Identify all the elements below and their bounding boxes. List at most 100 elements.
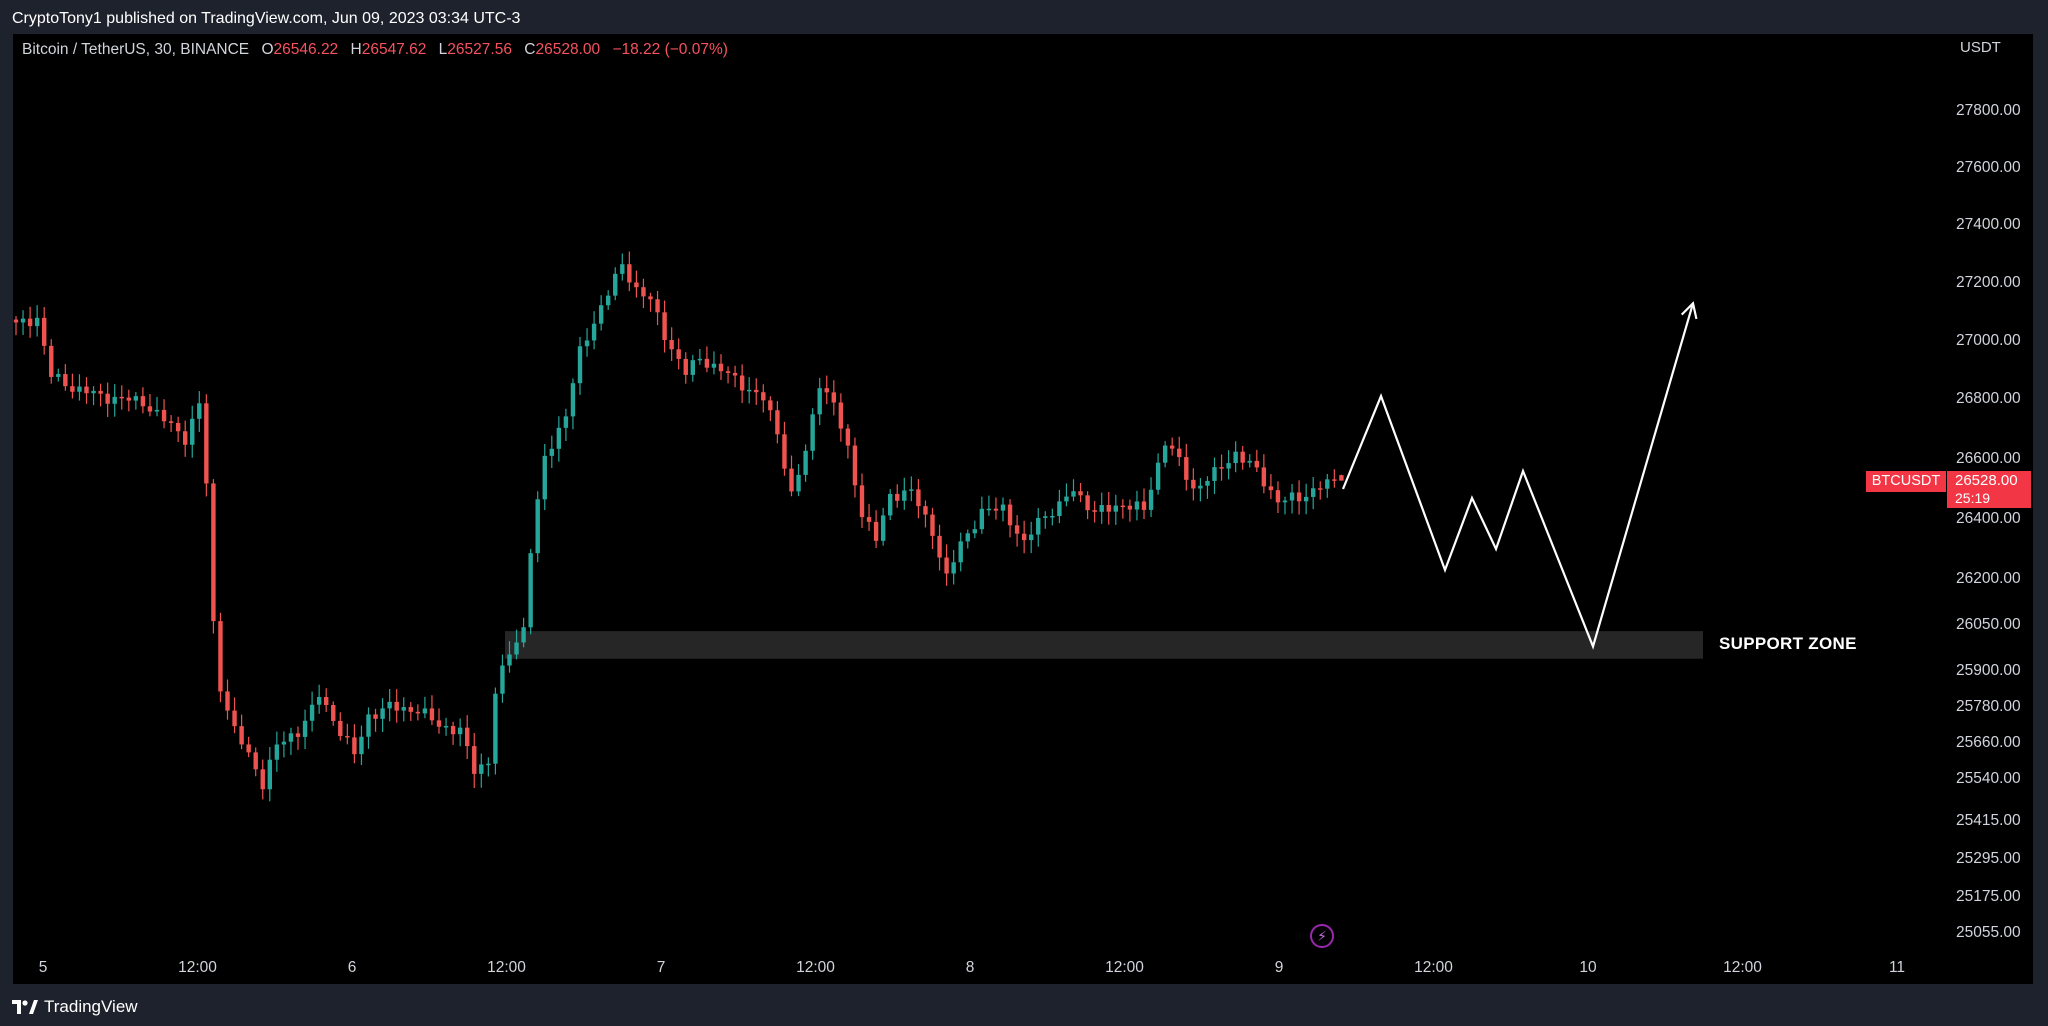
candle-body — [521, 627, 526, 643]
price-axis-unit: USDT — [1960, 39, 2001, 56]
candle-body — [1296, 492, 1302, 502]
candle-body — [831, 392, 836, 403]
candle — [648, 292, 653, 312]
candle-body — [606, 295, 611, 306]
candle — [1078, 482, 1083, 503]
candle — [923, 500, 928, 528]
candle-body — [27, 318, 33, 327]
candle — [331, 701, 336, 726]
candle-body — [1332, 479, 1337, 481]
price-tick-label: 26400.00 — [1956, 510, 2021, 527]
candle — [232, 697, 237, 734]
candle — [13, 316, 19, 336]
candle — [1057, 489, 1062, 524]
candle-body — [888, 493, 893, 516]
candle — [577, 336, 583, 395]
candle — [1212, 457, 1217, 494]
chart-pane[interactable] — [13, 34, 2033, 984]
candle-body — [1318, 488, 1323, 490]
candle-body — [239, 726, 244, 745]
candle-body — [1092, 510, 1097, 512]
candle-body — [324, 696, 329, 705]
candle — [1120, 499, 1126, 519]
candle — [1007, 499, 1013, 538]
candle — [1099, 492, 1104, 524]
candle-body — [1254, 460, 1259, 468]
candle — [739, 364, 745, 404]
candle — [154, 396, 160, 417]
candle — [1332, 469, 1337, 488]
candle-body — [845, 428, 851, 446]
time-tick-label: 5 — [38, 959, 48, 976]
candle-body — [1247, 460, 1252, 463]
candle — [747, 377, 752, 404]
candle-body — [154, 409, 160, 412]
candle — [133, 392, 139, 410]
lightning-icon[interactable]: ⚡ — [1310, 924, 1334, 948]
candle — [175, 416, 181, 443]
candle-body — [84, 386, 89, 394]
candle — [218, 612, 223, 703]
candle — [584, 328, 590, 357]
candle — [634, 270, 639, 298]
candle — [697, 348, 703, 365]
candle — [274, 731, 280, 772]
candle — [267, 747, 272, 802]
candle-body — [958, 541, 963, 563]
candle-body — [232, 710, 237, 727]
candle — [641, 278, 646, 309]
candle-body — [613, 273, 618, 296]
time-tick-label: 12:00 — [487, 959, 526, 976]
projection-path[interactable] — [1341, 302, 1695, 650]
candle — [1043, 511, 1048, 529]
candle-body — [450, 726, 456, 735]
candle-body — [133, 396, 139, 401]
support-zone-rect[interactable] — [505, 631, 1703, 659]
low-value: 26527.56 — [447, 41, 512, 58]
candle-body — [161, 409, 167, 422]
candle — [1029, 521, 1034, 554]
candle — [1296, 480, 1302, 515]
high-label: H — [350, 41, 362, 58]
candle-body — [1240, 451, 1245, 463]
candle — [718, 354, 724, 380]
candle — [761, 384, 766, 413]
publication-header: CryptoTony1 published on TradingView.com… — [12, 10, 521, 27]
candle — [916, 479, 921, 519]
candle-body — [1268, 486, 1274, 491]
candle-body — [1177, 448, 1182, 458]
candle-body — [98, 390, 103, 394]
candle — [436, 708, 442, 734]
candle — [817, 377, 822, 426]
candle-body — [246, 744, 251, 753]
candle-body — [140, 396, 146, 407]
candle — [359, 725, 364, 765]
candle-body — [479, 764, 484, 774]
candle-body — [1127, 505, 1133, 510]
candle — [429, 695, 435, 726]
candle — [91, 386, 96, 406]
low-label: L — [438, 41, 448, 58]
candle-body — [1311, 488, 1316, 497]
candle — [493, 687, 498, 775]
candle-body — [486, 763, 491, 766]
candle — [119, 385, 124, 410]
candle-body — [366, 714, 371, 737]
candle-body — [570, 383, 576, 417]
candle-body — [1170, 445, 1175, 449]
candle — [690, 354, 695, 382]
price-tick-label: 25295.00 — [1956, 850, 2021, 867]
candle — [1064, 483, 1069, 507]
footer-branding[interactable]: TradingView — [12, 996, 138, 1018]
tradingview-logo-icon — [12, 1000, 38, 1014]
candle-body — [1219, 467, 1224, 469]
candle — [316, 684, 322, 714]
candle — [1127, 499, 1133, 522]
candle — [211, 479, 216, 634]
open-label: O — [261, 41, 274, 58]
candle — [49, 339, 54, 384]
candle-body — [1155, 462, 1161, 490]
candle — [1318, 481, 1323, 500]
price-tick-label: 27000.00 — [1956, 332, 2021, 349]
